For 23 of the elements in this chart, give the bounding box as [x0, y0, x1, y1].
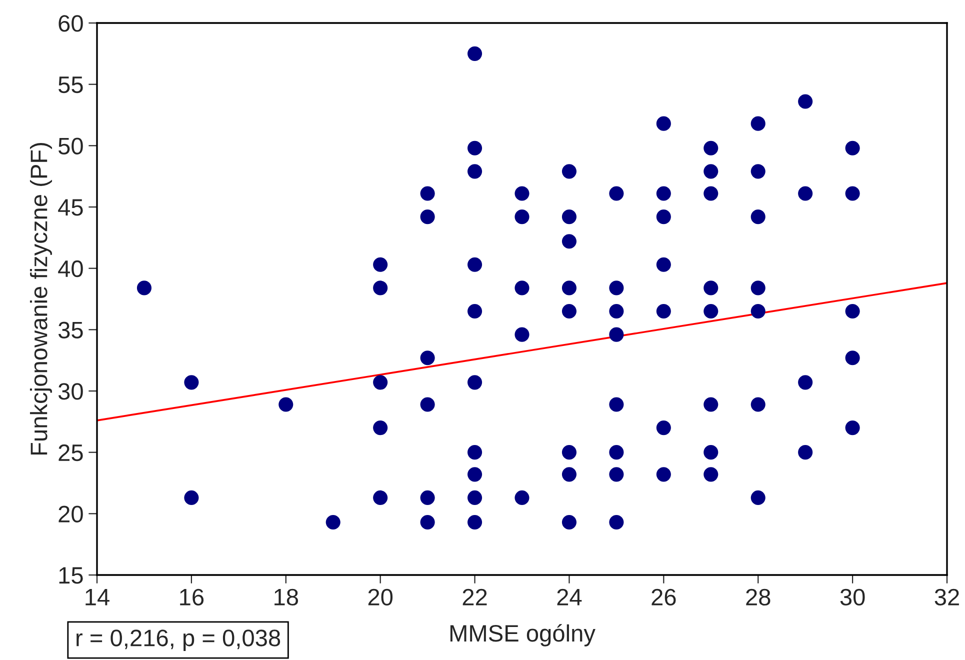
x-tick-label: 14: [86, 589, 110, 606]
y-tick-label: 50: [58, 138, 83, 154]
y-tick-label: 40: [58, 260, 83, 278]
y-tick-label: 45: [58, 199, 83, 216]
x-tick-label: 16: [180, 588, 204, 606]
x-tick-label: 18: [274, 588, 298, 606]
y-tick-label: 60: [58, 15, 83, 32]
y-tick-label: 15: [59, 567, 83, 584]
y-tick-label: 30: [58, 383, 83, 400]
text: r = 0,216, p = 0,038: [76, 630, 280, 652]
x-tick-label: 22: [462, 588, 487, 606]
x-tick-label: 32: [934, 588, 959, 606]
y-tick-label: 35: [58, 322, 83, 338]
x-axis-title: MMSE ogólny: [450, 624, 596, 646]
y-axis-title: Funkcjonowanie fizyczne (PF): [30, 142, 52, 455]
x-tick-label: 28: [746, 588, 770, 606]
y-tick-label: 25: [58, 444, 83, 462]
x-tick-label: 20: [368, 588, 393, 606]
y-tick-label: 55: [58, 76, 83, 94]
x-tick-label: 26: [652, 588, 676, 606]
x-tick-label: 24: [557, 588, 582, 606]
y-tick-label: 20: [58, 506, 83, 522]
x-tick-label: 30: [840, 588, 865, 606]
